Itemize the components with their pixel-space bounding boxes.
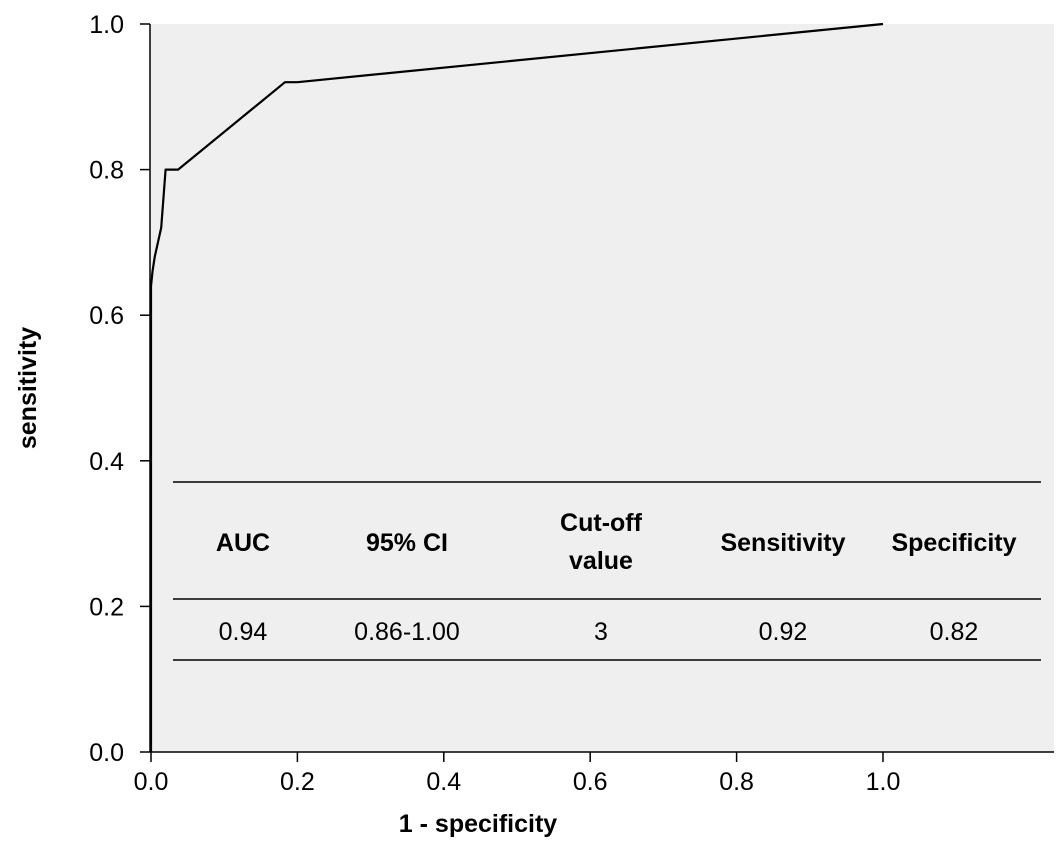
y-tick-label: 0.4 xyxy=(89,448,124,476)
plot-background xyxy=(150,24,1054,752)
table-header-cell: Specificity xyxy=(891,529,1016,557)
stats-table: AUC 95% CI Cut-off value Sensitivity Specific… xyxy=(173,481,1041,661)
y-axis-title: sensitivity xyxy=(14,327,42,449)
y-tick-label: 0.6 xyxy=(89,302,124,330)
y-tick-label: 0.8 xyxy=(89,157,124,185)
y-tick-label: 0.2 xyxy=(89,593,124,621)
table-header-cell: 95% CI xyxy=(366,529,448,557)
table-header-cell: Sensitivity xyxy=(720,529,845,557)
x-tick-label: 0.0 xyxy=(134,768,169,796)
x-axis-title: 1 - specificity xyxy=(399,810,557,838)
y-tick-label: 0.0 xyxy=(89,739,124,767)
table-value-cell: 3 xyxy=(594,618,608,646)
y-tick-label: 1.0 xyxy=(89,11,124,39)
table-value-cell: 0.94 xyxy=(219,618,268,646)
x-tick-label: 0.6 xyxy=(573,768,608,796)
roc-series xyxy=(149,22,884,752)
table-header-cell: value xyxy=(569,547,633,575)
table-header-cell: Cut-off xyxy=(560,509,643,537)
x-tick-label: 0.2 xyxy=(280,768,315,796)
x-tick-label: 0.8 xyxy=(719,768,754,796)
table-value-cell: 0.92 xyxy=(759,618,808,646)
roc-curve-line xyxy=(149,22,884,752)
table-value-cell: 0.82 xyxy=(930,618,979,646)
x-tick-label: 0.4 xyxy=(426,768,461,796)
table-value-cell: 0.86-1.00 xyxy=(354,618,460,646)
x-tick-label: 1.0 xyxy=(866,768,901,796)
table-header-cell: AUC xyxy=(216,529,270,557)
axes: 0.0 0.2 0.4 0.6 0.8 1.0 0.0 0.2 0.4 0.6 0.8 1.0 xyxy=(89,11,1054,796)
